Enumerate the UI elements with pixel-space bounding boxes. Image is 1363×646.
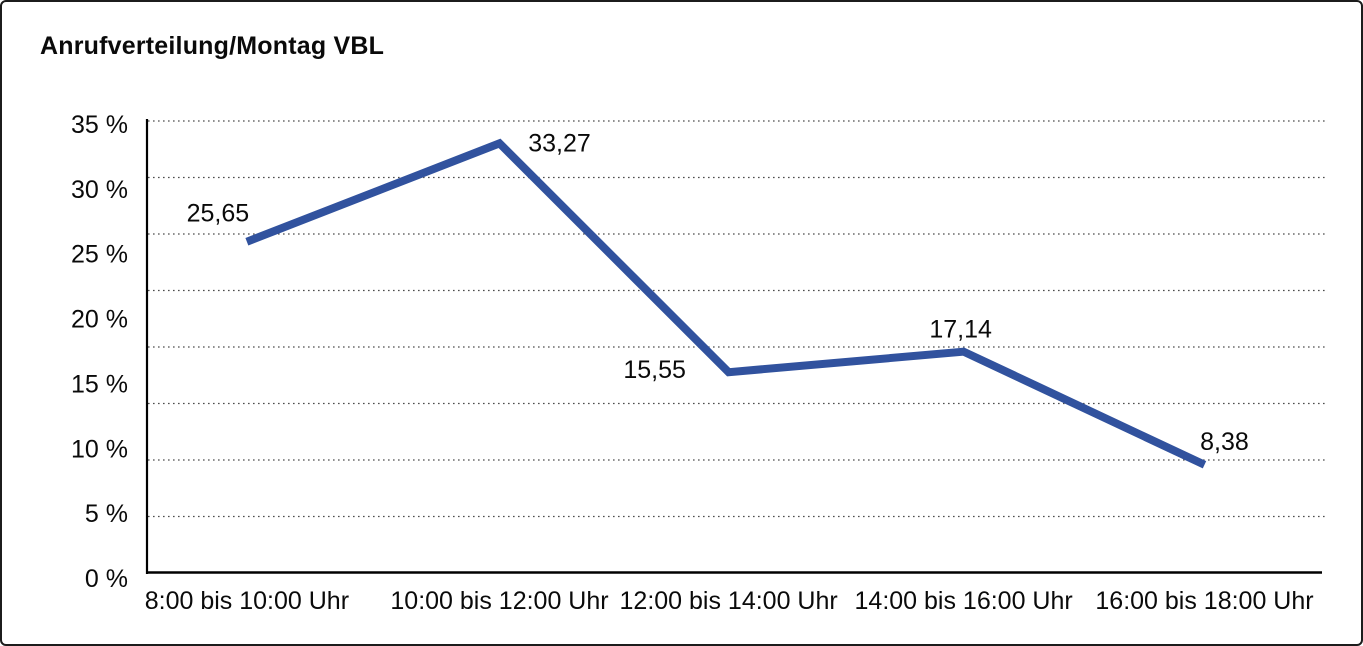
y-tick-label: 25 % [71,241,128,269]
data-point-label: 17,14 [929,316,992,344]
x-tick-label: 10:00 bis 12:00 Uhr [390,587,608,615]
y-tick-label: 35 % [71,111,128,139]
x-tick-label: 16:00 bis 18:00 Uhr [1095,587,1313,615]
data-point-label: 33,27 [528,129,591,157]
y-tick-label: 30 % [71,176,128,204]
y-tick-label: 15 % [71,370,128,398]
data-point-label: 25,65 [187,200,250,228]
series-line [245,138,1207,469]
y-tick-label: 0 % [85,565,128,593]
x-tick-label: 14:00 bis 16:00 Uhr [855,587,1073,615]
data-point-label: 8,38 [1200,428,1249,456]
data-point-label: 15,55 [623,356,686,384]
y-tick-label: 20 % [71,306,128,334]
x-tick-label: 12:00 bis 14:00 Uhr [620,587,838,615]
chart-title: Anrufverteilung/Montag VBL [40,32,385,60]
y-tick-label: 5 % [85,500,128,528]
y-tick-label: 10 % [71,435,128,463]
x-tick-label: 8:00 bis 10:00 Uhr [145,587,349,615]
